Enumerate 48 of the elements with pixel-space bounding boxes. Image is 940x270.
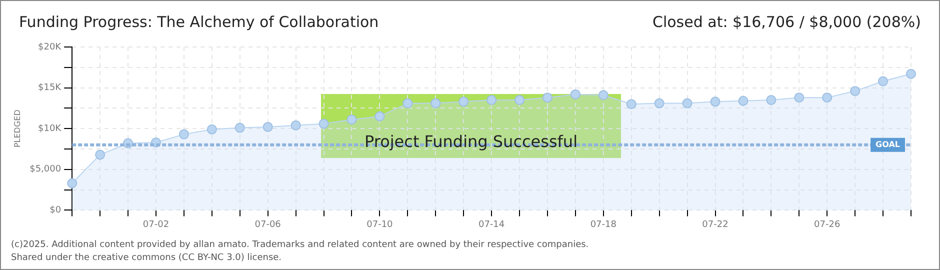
- point: [710, 96, 720, 107]
- point: [794, 92, 804, 103]
- y-tick-label: $20K: [38, 42, 62, 52]
- y-axis-title: PLEDGED: [12, 110, 22, 148]
- point: [430, 98, 441, 108]
- point: [682, 98, 692, 108]
- x-tick-label: 07-18: [590, 220, 617, 230]
- x-tick-label: 07-02: [142, 220, 170, 230]
- y-tick-label: $5,000: [30, 164, 62, 175]
- chart-subtitle: Closed at: $16,706 / $8,000 (208%): [652, 13, 921, 31]
- text: (c)2025. Additional content provided by allan amato. Trademarks and related content are owned by their respective companies.: [11, 239, 589, 252]
- point: [738, 96, 748, 106]
- point: [67, 178, 78, 188]
- point: [318, 118, 329, 129]
- point: [206, 124, 217, 134]
- y-tick-label: $15K: [38, 83, 62, 94]
- point: [654, 98, 664, 108]
- annotation: Project Funding Successful: [363, 132, 579, 151]
- y-tick-label: $0: [50, 206, 62, 216]
- point: [878, 76, 888, 86]
- point: [906, 68, 916, 79]
- point: [570, 89, 580, 100]
- point: [402, 98, 413, 108]
- x-tick-label: 07-06: [254, 220, 282, 230]
- point: [626, 99, 636, 110]
- x-tick-label: 07-22: [702, 220, 728, 230]
- point: [766, 95, 776, 106]
- point: [234, 122, 245, 133]
- x-tick-label: 07-14: [478, 220, 505, 230]
- point: [598, 90, 608, 100]
- chart-title: Funding Progress: The Alchemy of Collaboration: [19, 13, 379, 31]
- point: [178, 129, 189, 140]
- x-tick-label: 07-10: [366, 220, 394, 230]
- text: Shared under the creative commons (CC BY-NC 3.0) license.: [11, 252, 283, 265]
- point: [514, 95, 525, 106]
- point: [850, 86, 860, 96]
- point: [542, 92, 552, 103]
- point: [346, 114, 357, 125]
- x-tick-label: 07-26: [814, 220, 840, 230]
- point: [822, 92, 832, 103]
- point: [95, 150, 106, 160]
- point: [486, 95, 497, 106]
- point: [262, 122, 273, 132]
- point: [374, 111, 385, 122]
- y-tick-label: $10K: [38, 124, 62, 134]
- point: [458, 96, 469, 107]
- ref-line-label: GOAL: [876, 140, 900, 149]
- point: [290, 120, 301, 130]
